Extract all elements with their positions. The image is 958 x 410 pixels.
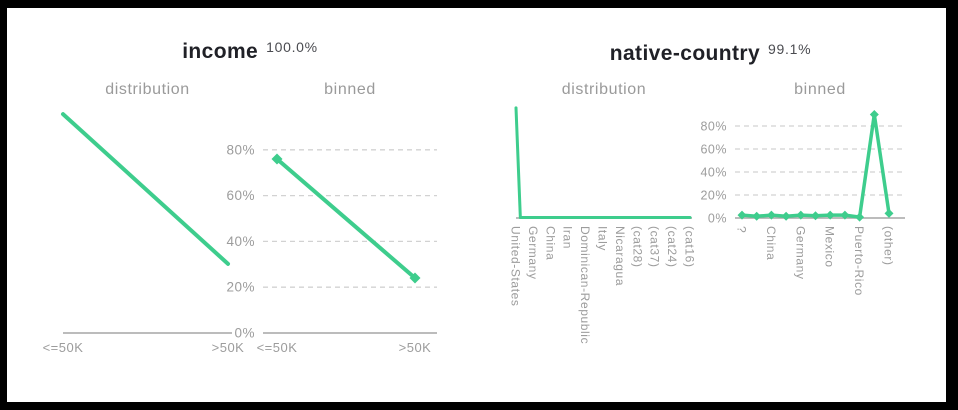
chart-income-distribution: <=50K >50K bbox=[43, 104, 244, 355]
svg-text:Nicaragua: Nicaragua bbox=[613, 226, 627, 286]
feature-completeness-badge: 100.0% bbox=[266, 39, 318, 55]
svg-text:Iran: Iran bbox=[561, 226, 575, 249]
svg-text:Germany: Germany bbox=[526, 226, 540, 280]
svg-text:Dominican-Republic: Dominican-Republic bbox=[578, 226, 592, 344]
svg-text:20%: 20% bbox=[226, 280, 255, 295]
svg-text:United-States: United-States bbox=[509, 226, 523, 307]
svg-text:China: China bbox=[764, 226, 778, 260]
svg-text:80%: 80% bbox=[700, 120, 727, 134]
svg-text:?: ? bbox=[735, 226, 749, 233]
svg-text:(other): (other) bbox=[882, 226, 896, 266]
svg-text:0%: 0% bbox=[708, 212, 727, 226]
feature-completeness-badge: 99.1% bbox=[768, 41, 812, 57]
svg-text:(cat37): (cat37) bbox=[648, 226, 662, 268]
svg-text:20%: 20% bbox=[700, 189, 727, 203]
svg-text:Italy: Italy bbox=[596, 226, 610, 251]
svg-text:Puerto-Rico: Puerto-Rico bbox=[852, 226, 866, 296]
svg-text:<=50K: <=50K bbox=[43, 340, 84, 355]
feature-header-native-country: native-country 99.1% bbox=[516, 41, 905, 66]
svg-text:60%: 60% bbox=[226, 188, 255, 203]
feature-title: native-country bbox=[609, 42, 761, 65]
svg-text:0%: 0% bbox=[234, 326, 255, 341]
feature-title: income bbox=[182, 40, 259, 63]
svg-text:(cat28): (cat28) bbox=[630, 226, 644, 268]
chart-native-country-binned: 80% 60% 40% 20% 0%? China Germany Mexico Puerto-… bbox=[700, 103, 905, 296]
chart-subtitle-native-country-distribution: distribution bbox=[561, 81, 647, 98]
svg-text:40%: 40% bbox=[226, 234, 255, 249]
svg-text:China: China bbox=[543, 226, 557, 260]
chart-income-binned: 80% 60% 40% 20% 0% <=50K >50K bbox=[226, 104, 437, 355]
svg-text:Mexico: Mexico bbox=[823, 226, 837, 268]
chart-native-country-distribution: United-States Germany China Iran Dominican-R… bbox=[509, 103, 697, 344]
chart-subtitle-native-country-binned: binned bbox=[794, 81, 846, 98]
svg-text:(cat24): (cat24) bbox=[665, 226, 679, 268]
svg-text:<=50K: <=50K bbox=[257, 340, 298, 355]
svg-text:>50K: >50K bbox=[399, 340, 432, 355]
svg-text:Germany: Germany bbox=[793, 226, 807, 280]
svg-text:>50K: >50K bbox=[212, 340, 245, 355]
svg-text:60%: 60% bbox=[700, 143, 727, 157]
svg-text:80%: 80% bbox=[226, 142, 255, 157]
chart-subtitle-income-distribution: distribution bbox=[105, 81, 190, 98]
chart-subtitle-income-binned: binned bbox=[324, 81, 376, 98]
feature-header-income: income 100.0% bbox=[63, 39, 437, 64]
svg-text:(cat16): (cat16) bbox=[683, 226, 697, 268]
svg-text:40%: 40% bbox=[700, 166, 727, 180]
